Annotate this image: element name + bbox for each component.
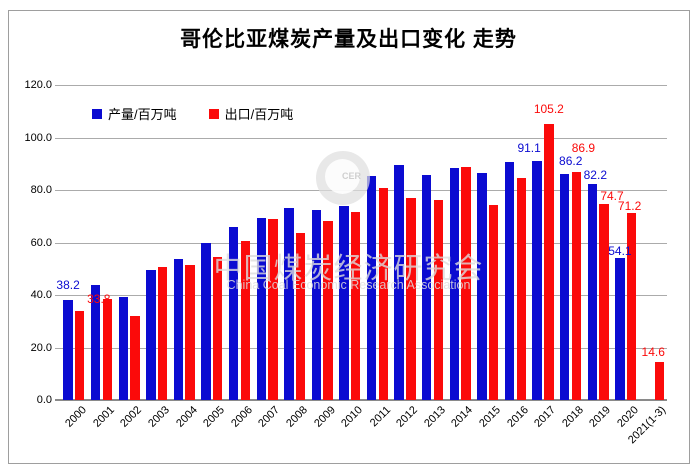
bar-production-2013: [422, 175, 432, 400]
bar-export-2007: [268, 219, 278, 400]
bar-production-2000: [63, 299, 73, 400]
x-tick-label-2016: 2016: [504, 404, 531, 430]
x-tick-label-2011: 2011: [367, 404, 393, 430]
x-tick-label-2009: 2009: [311, 404, 338, 430]
bar-production-2011: [366, 175, 377, 400]
x-tick-label-2013: 2013: [422, 404, 448, 430]
gridline: [55, 242, 667, 244]
bar-export-2012: [406, 197, 416, 400]
bar-production-2020: [615, 257, 625, 400]
bar-export-2010: [351, 212, 361, 400]
x-tick-label-2015: 2015: [477, 404, 504, 430]
bar-export-2005: [213, 256, 223, 400]
x-tick-label-2004: 2004: [173, 404, 200, 430]
bar-production-2017: [532, 160, 542, 400]
bar-export-2014: [461, 166, 471, 400]
x-tick-label-2019: 2019: [587, 404, 614, 430]
bar-production-2007: [256, 218, 266, 400]
x-tick-label-2002: 2002: [118, 404, 145, 430]
bar-production-2012: [394, 165, 404, 400]
bar-production-2014: [449, 168, 460, 400]
legend-label-export: 出口/百万吨: [224, 107, 294, 122]
bar-export-2015: [488, 204, 499, 400]
export-swatch-icon: [208, 108, 219, 119]
bar-export-2016: [516, 178, 526, 400]
bar-production-2001: [90, 284, 101, 400]
y-tick-label: 100.0: [24, 131, 52, 144]
bar-production-2016: [504, 161, 515, 400]
bar-production-2008: [284, 208, 294, 400]
x-tick-label-2001: 2001: [90, 404, 117, 430]
bar-export-2001: [102, 298, 113, 400]
bar-export-2009: [323, 220, 333, 400]
y-tick-label: 120.0: [24, 79, 52, 91]
data-label-production-2019: 82.2: [583, 168, 607, 183]
x-tick-label-2005: 2005: [201, 404, 228, 430]
bar-production-2002: [118, 296, 128, 400]
x-tick-label-2007: 2007: [256, 404, 283, 430]
y-tick-label: 40.0: [30, 289, 52, 301]
bar-production-2010: [339, 205, 349, 400]
x-tick-label-2008: 2008: [284, 404, 310, 430]
y-tick-label: 80.0: [30, 184, 52, 196]
x-tick-label-2006: 2006: [228, 404, 255, 430]
x-tick-label-2010: 2010: [339, 404, 366, 430]
legend: 产量/百万吨 出口/百万吨: [92, 104, 293, 123]
bar-production-2005: [201, 243, 211, 400]
gridline: [55, 137, 667, 139]
bar-export-2008: [295, 233, 306, 400]
x-axis-line: [55, 399, 667, 401]
gridline: [55, 347, 667, 349]
data-label-export-2021(1-3): 14.6: [641, 344, 665, 359]
x-tick-label-2000: 2000: [63, 404, 90, 430]
gridline: [55, 295, 667, 296]
bar-export-2013: [433, 199, 444, 400]
data-label-export-2000: 33.8: [87, 292, 111, 307]
y-tick-label: 20.0: [30, 341, 52, 354]
bar-export-2011: [378, 188, 388, 400]
x-tick-label-2018: 2018: [560, 404, 586, 430]
x-tick-label-2014: 2014: [449, 404, 476, 430]
bar-export-2021(1-3): [654, 361, 664, 400]
bar-export-2017: [544, 123, 554, 400]
bar-production-2009: [311, 209, 322, 400]
data-label-production-2020: 54.1: [608, 243, 632, 258]
bar-production-2019: [587, 184, 598, 400]
legend-label-production: 产量/百万吨: [108, 107, 177, 122]
gridline: [55, 85, 667, 86]
bar-production-2018: [560, 173, 570, 400]
bar-export-2006: [240, 240, 251, 400]
bar-production-2003: [146, 270, 156, 400]
bar-export-2020: [626, 213, 637, 400]
production-swatch-icon: [92, 108, 102, 119]
data-label-production-2017: 91.1: [517, 140, 541, 155]
bar-production-2006: [228, 227, 239, 400]
bar-export-2019: [599, 203, 609, 400]
y-tick-label: 60.0: [30, 236, 52, 249]
data-label-export-2020: 71.2: [617, 199, 642, 214]
data-label-export-2019: 74.7: [600, 188, 624, 203]
bar-export-2000: [75, 311, 85, 400]
bar-export-2003: [157, 266, 168, 400]
y-tick-label: 0.0: [36, 394, 52, 406]
bar-production-2015: [477, 173, 487, 400]
legend-item-export: 出口/百万吨: [208, 104, 294, 123]
data-label-production-2018: 86.2: [559, 153, 583, 168]
legend-item-production: 产量/百万吨: [92, 104, 177, 123]
bar-export-2004: [185, 265, 195, 400]
x-tick-label-2017: 2017: [532, 404, 559, 430]
bar-export-2002: [130, 316, 140, 400]
bar-production-2004: [173, 259, 184, 400]
data-label-export-2017: 105.2: [533, 101, 564, 116]
chart-title: 哥伦比亚煤炭产量及出口变化 走势: [180, 28, 517, 51]
x-tick-label-2003: 2003: [146, 404, 172, 430]
data-label-export-2018: 86.9: [571, 140, 596, 155]
bar-export-2018: [571, 171, 582, 400]
data-label-production-2000: 38.2: [56, 277, 80, 292]
x-tick-label-2012: 2012: [394, 404, 421, 430]
